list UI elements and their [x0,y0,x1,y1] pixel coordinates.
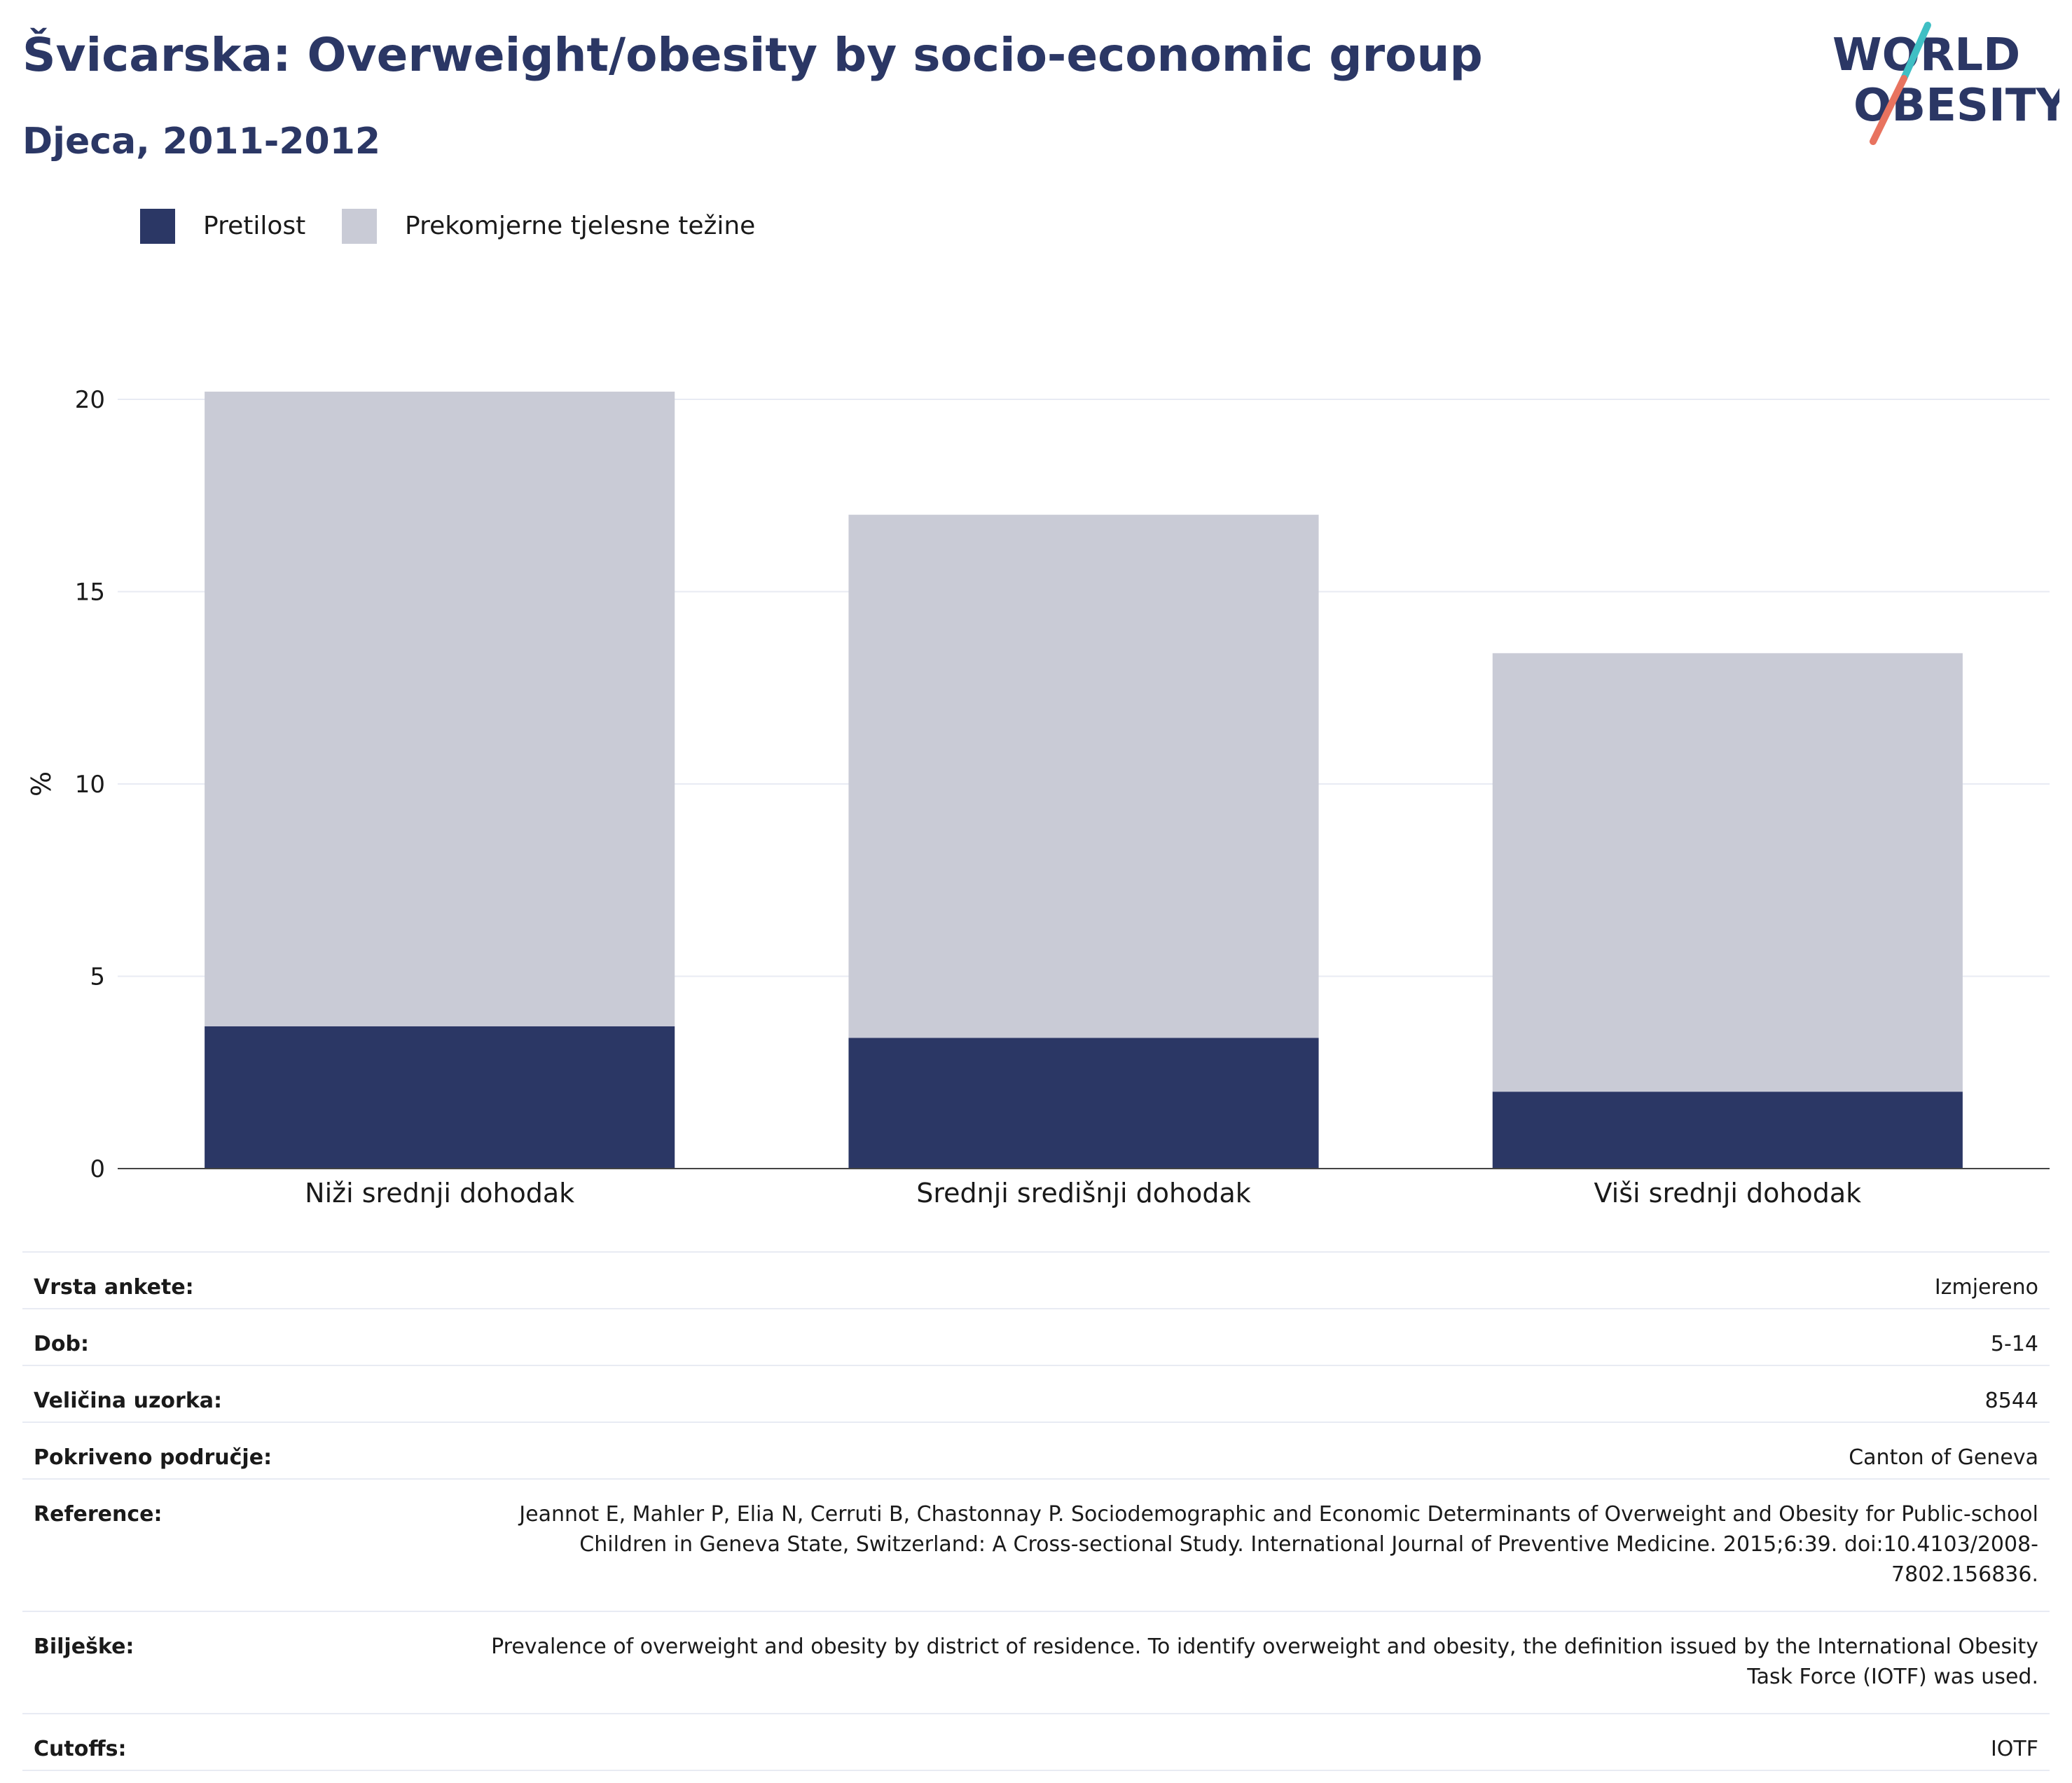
info-label: Reference: [22,1478,465,1611]
info-value: Canton of Geneva [465,1421,2050,1479]
info-label: Veličina uzorka: [22,1365,465,1422]
info-label: Cutoffs: [22,1713,465,1771]
survey-info-table: Vrsta ankete: Izmjereno Dob: 5-14 Veličina u… [22,1251,2050,1771]
info-label: Bilješke: [22,1611,465,1714]
page-title: Švicarska: Overweight/obesity by socio-e… [22,28,1483,82]
bar-chart: 0 5 10 15 20 Niži srednji dohodak Srednji sre… [26,386,2050,1209]
bar-overweight-0 [205,392,675,1026]
info-row: Cutoffs: IOTF [22,1713,2050,1771]
x-tick-label: Viši srednji dohodak [1594,1178,1862,1209]
info-value: 8544 [465,1365,2050,1422]
info-value: Jeannot E, Mahler P, Elia N, Cerruti B, … [465,1478,2050,1611]
bar-obesity-1 [848,1038,1319,1169]
y-tick-label: 10 [75,771,105,799]
legend-label-obesity: Pretilost [203,212,306,240]
page-subtitle: Djeca, 2011-2012 [22,121,381,163]
y-tick-label: 15 [75,579,105,607]
y-axis-ticks: 0 5 10 15 20 [75,386,105,1183]
bar-obesity-2 [1492,1092,1963,1169]
info-row: Vrsta ankete: Izmjereno [22,1251,2050,1309]
bar-overweight-2 [1492,653,1963,1092]
info-row: Reference: Jeannot E, Mahler P, Elia N, C… [22,1478,2050,1611]
info-row: Veličina uzorka: 8544 [22,1365,2050,1422]
x-axis-ticks: Niži srednji dohodak Srednji središnji do… [305,1178,1861,1209]
info-row: Dob: 5-14 [22,1308,2050,1365]
info-row: Bilješke: Prevalence of overweight and ob… [22,1611,2050,1714]
logo-text-world: WORLD [1832,29,2020,81]
info-value: 5-14 [465,1308,2050,1365]
info-label: Vrsta ankete: [22,1251,465,1309]
bar-obesity-0 [205,1026,675,1169]
logo-slash-coral [1870,75,1907,145]
info-value: IOTF [465,1713,2050,1771]
info-value: Prevalence of overweight and obesity by … [465,1611,2050,1714]
bars [205,392,1963,1169]
legend-swatch-obesity [140,209,175,244]
info-label: Pokriveno područje: [22,1421,465,1479]
legend-swatch-overweight [342,209,377,244]
bar-overweight-1 [848,514,1319,1038]
info-value: Izmjereno [465,1251,2050,1309]
info-label: Dob: [22,1308,465,1365]
y-tick-label: 5 [90,963,105,991]
legend-label-overweight: Prekomjerne tjelesne težine [405,212,756,240]
y-tick-label: 0 [90,1155,105,1183]
y-axis-label: % [26,771,57,797]
logo-slash-teal [1900,22,1931,82]
y-tick-label: 20 [75,386,105,414]
x-tick-label: Srednji središnji dohodak [916,1178,1251,1209]
x-tick-label: Niži srednji dohodak [305,1178,574,1209]
info-row: Pokriveno područje: Canton of Geneva [22,1421,2050,1479]
world-obesity-logo: WORLD OBESITY [1832,22,2059,145]
